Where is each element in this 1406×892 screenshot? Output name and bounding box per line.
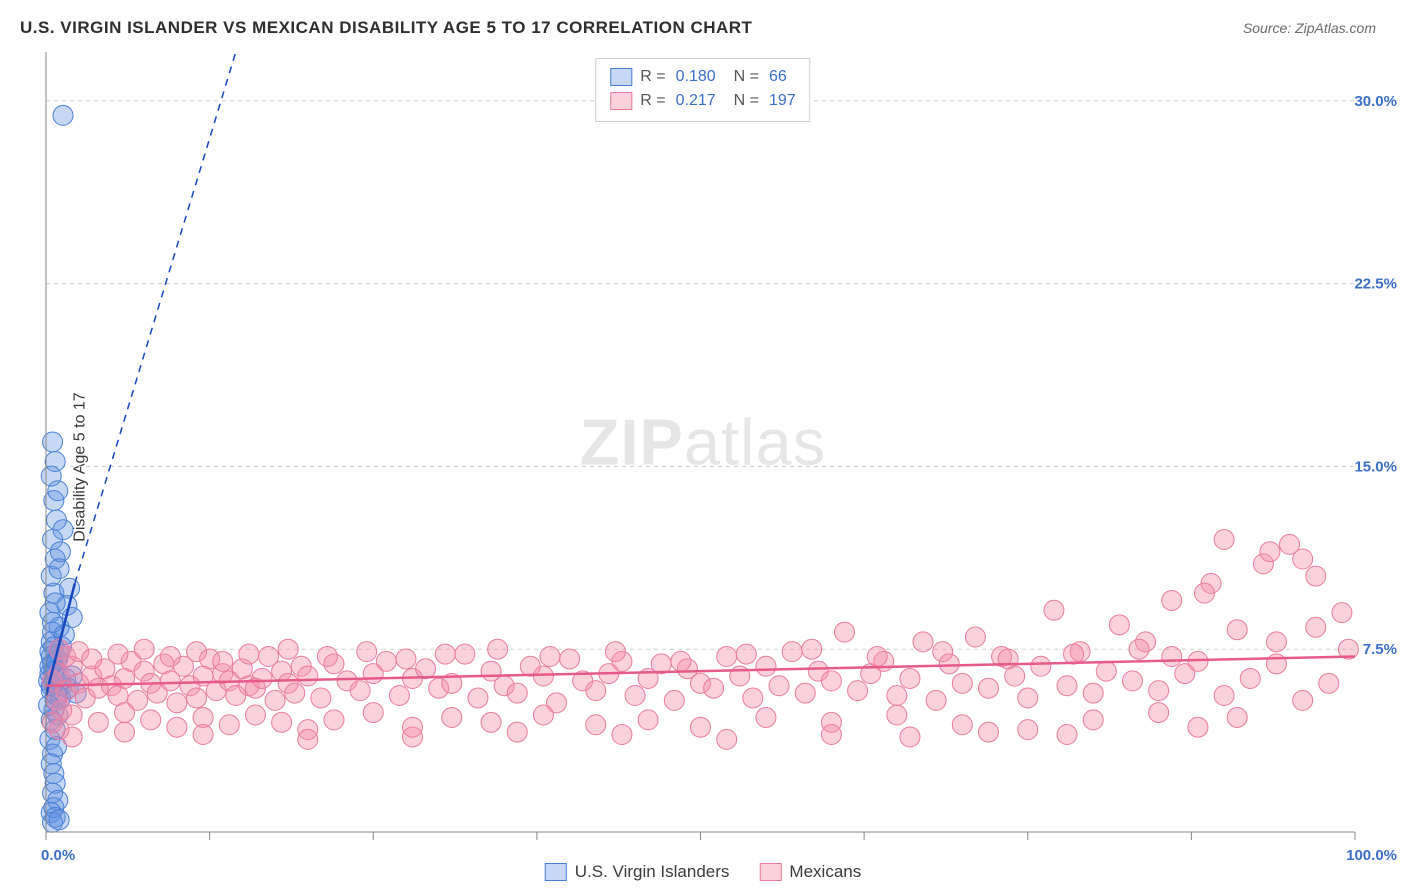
stats-row-usvi: R = 0.180N = 66: [610, 65, 795, 89]
chart-title: U.S. VIRGIN ISLANDER VS MEXICAN DISABILI…: [20, 18, 752, 38]
chart-header: U.S. VIRGIN ISLANDER VS MEXICAN DISABILI…: [0, 0, 1406, 52]
swatch-icon: [759, 863, 781, 881]
svg-text:15.0%: 15.0%: [1354, 458, 1397, 475]
chart-area: Disability Age 5 to 17 7.5%15.0%22.5%30.…: [0, 52, 1406, 882]
stats-legend: R = 0.180N = 66R = 0.217N = 197: [595, 58, 810, 122]
legend-item-usvi: U.S. Virgin Islanders: [545, 862, 730, 882]
legend-item-mex: Mexicans: [759, 862, 861, 882]
swatch-icon: [610, 68, 632, 86]
svg-text:100.0%: 100.0%: [1346, 847, 1397, 864]
svg-text:7.5%: 7.5%: [1363, 641, 1397, 658]
svg-text:0.0%: 0.0%: [41, 847, 75, 864]
series-legend: U.S. Virgin Islanders Mexicans: [545, 862, 861, 882]
svg-text:30.0%: 30.0%: [1354, 93, 1397, 110]
scatter-chart-svg: 7.5% 15.0% 22.5% 30.0% 0.0% 100.0%: [0, 52, 1406, 882]
swatch-icon: [545, 863, 567, 881]
swatch-icon: [610, 92, 632, 110]
source-attribution: Source: ZipAtlas.com: [1243, 20, 1376, 36]
svg-text:22.5%: 22.5%: [1354, 276, 1397, 293]
stats-row-mex: R = 0.217N = 197: [610, 89, 795, 113]
